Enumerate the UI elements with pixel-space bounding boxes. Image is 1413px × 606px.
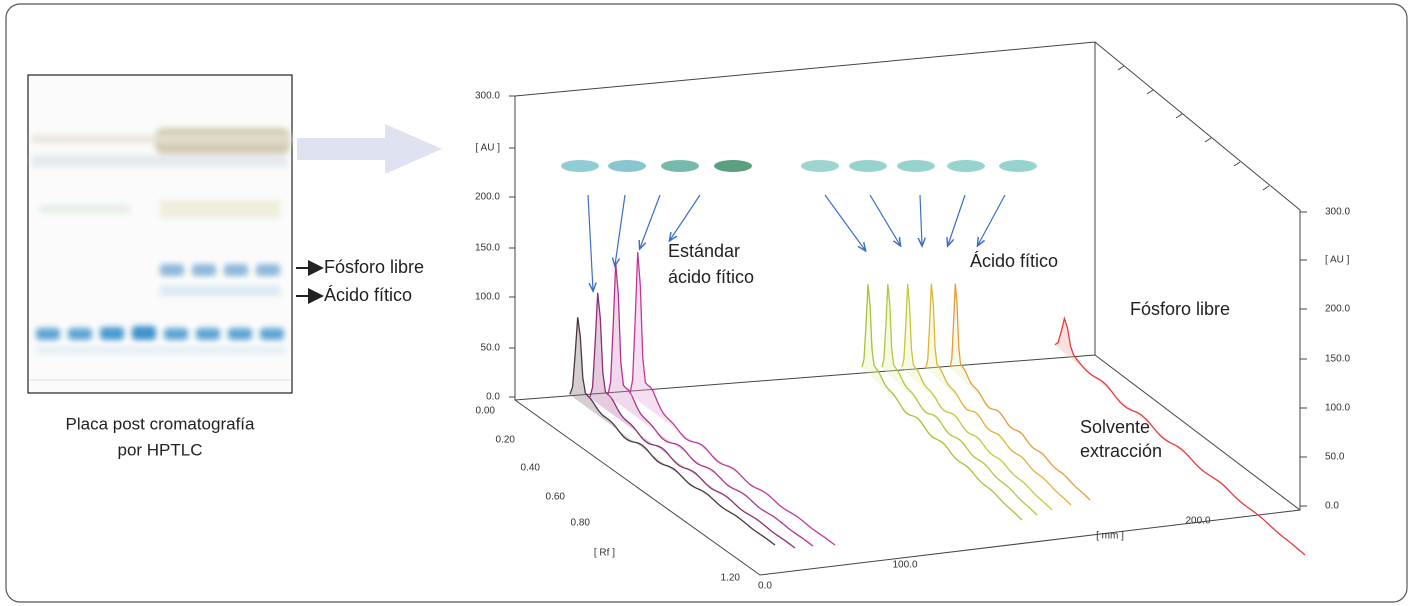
trace-fill [926,283,1071,505]
rf-axis-tick-label: 0.80 [571,518,591,529]
right-axis-tick-label: 0.0 [1325,501,1339,512]
mm-axis-tick-label: 200.0 [1185,516,1210,527]
pointer-arrow [920,194,922,245]
left-axis-tick-label: 150.0 [475,243,500,254]
left-axis-tick-label: 200.0 [475,192,500,203]
spot [897,160,935,172]
trace [607,263,814,547]
left-axis-tick-label: [ AU ] [476,143,501,154]
tick-mark [1117,65,1125,71]
spot [561,160,599,172]
trace [901,283,1053,511]
plate-caption: Placa post cromatografía [66,414,256,433]
right-axis-tick-label: 150.0 [1325,354,1350,365]
trace [629,252,836,546]
trace [589,292,796,549]
right-axis-tick-label: 50.0 [1325,452,1345,463]
mm-axis-tick-label: [ mm ] [1096,531,1124,542]
annotation: Fósforo libre [1130,299,1230,319]
pointer-arrow [869,194,900,245]
trace [881,284,1038,516]
trace [949,283,1091,501]
trace [861,284,1023,521]
right-axis-tick-label: 300.0 [1325,207,1350,218]
mm-axis-tick-label: 0.0 [758,581,772,592]
right-axis-tick-label: [ AU ] [1325,255,1350,266]
rf-axis-tick-label: [ Rf ] [594,548,615,559]
spot [608,160,646,172]
tick-mark [1233,161,1241,167]
trace [569,317,776,546]
tick-mark [1204,137,1212,143]
pointer-arrow [824,194,865,250]
left-axis-tick-label: 100.0 [475,292,500,303]
pointer-arrow [587,194,593,290]
big-arrow [297,124,442,174]
pointer-arrow [615,194,626,265]
trace [1054,316,1306,556]
tick-mark [1262,185,1270,191]
rf-axis-tick-label: 0.00 [476,406,496,417]
tick-mark [1146,89,1154,95]
spot [947,160,985,172]
right-axis-tick-label: 200.0 [1325,304,1350,315]
spot [661,160,699,172]
chromatogram-3d: 300.0 [ AU ] 200.0 150.0 100.0 50.0 0.0 300.0 [ … [475,41,1350,592]
left-axis-tick-label: 50.0 [481,343,501,354]
rf-axis-tick-label: 0.40 [521,463,541,474]
rf-axis-tick-label: 1.20 [721,573,741,584]
mm-axis-tick-label: 100.0 [892,560,917,571]
pointer-arrow [670,194,701,240]
rf-axis-tick-label: 0.20 [496,435,516,446]
spot [999,160,1037,172]
annotation: extracción [1080,441,1162,461]
spot [714,160,752,172]
annotation: Solvente [1080,417,1150,437]
right-axis-tick-label: 100.0 [1325,403,1350,414]
spot [849,160,887,172]
plate-label: Ácido fítico [324,285,412,305]
rf-axis-tick-label: 0.60 [546,492,566,503]
plate-photo [27,74,293,394]
trace [925,283,1072,506]
left-axis-tick-label: 0.0 [486,392,500,403]
annotation: ácido fítico [668,267,754,287]
annotation: Estándar [668,241,740,261]
annotation: Ácido fítico [970,251,1058,271]
pointer-arrow [978,194,1006,245]
pointer-arrow [640,194,661,248]
plate-label: Fósforo libre [324,257,424,277]
tick-mark [1175,113,1183,119]
spot [801,160,839,172]
left-axis-tick-label: 300.0 [475,91,500,102]
plate-caption: por HPTLC [117,440,202,459]
pointer-arrow [948,194,966,245]
